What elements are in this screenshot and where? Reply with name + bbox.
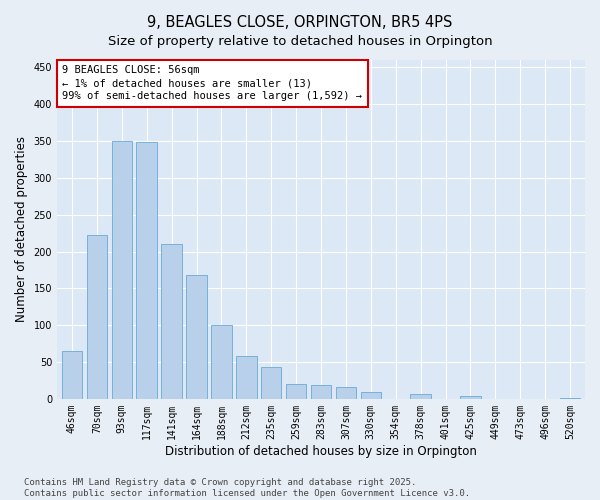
- Bar: [186, 275, 207, 399]
- Text: Size of property relative to detached houses in Orpington: Size of property relative to detached ho…: [107, 35, 493, 48]
- Bar: [261, 367, 281, 399]
- Bar: [62, 351, 82, 399]
- Bar: [161, 244, 182, 399]
- Bar: [136, 142, 157, 399]
- X-axis label: Distribution of detached houses by size in Orpington: Distribution of detached houses by size …: [165, 444, 477, 458]
- Bar: [336, 387, 356, 399]
- Bar: [236, 356, 257, 399]
- Bar: [361, 392, 381, 399]
- Bar: [311, 385, 331, 399]
- Bar: [460, 396, 481, 399]
- Bar: [410, 394, 431, 399]
- Bar: [286, 384, 307, 399]
- Y-axis label: Number of detached properties: Number of detached properties: [15, 136, 28, 322]
- Bar: [560, 398, 580, 399]
- Bar: [112, 141, 132, 399]
- Bar: [86, 236, 107, 399]
- Bar: [211, 325, 232, 399]
- Text: 9, BEAGLES CLOSE, ORPINGTON, BR5 4PS: 9, BEAGLES CLOSE, ORPINGTON, BR5 4PS: [148, 15, 452, 30]
- Text: 9 BEAGLES CLOSE: 56sqm
← 1% of detached houses are smaller (13)
99% of semi-deta: 9 BEAGLES CLOSE: 56sqm ← 1% of detached …: [62, 65, 362, 102]
- Text: Contains HM Land Registry data © Crown copyright and database right 2025.
Contai: Contains HM Land Registry data © Crown c…: [24, 478, 470, 498]
